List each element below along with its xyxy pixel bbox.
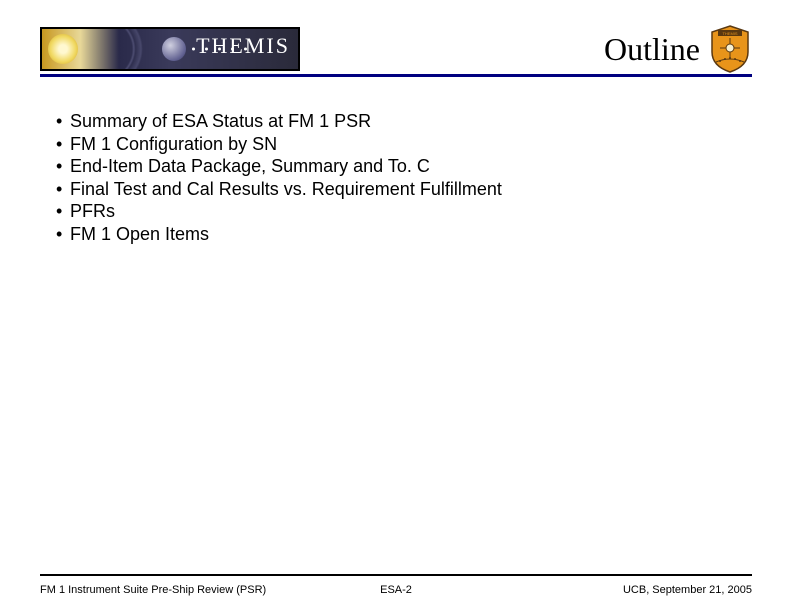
list-item: FM 1 Configuration by SN xyxy=(56,133,736,156)
list-item: Final Test and Cal Results vs. Requireme… xyxy=(56,178,736,201)
footer-center: ESA-2 xyxy=(380,584,412,596)
footer-left: FM 1 Instrument Suite Pre-Ship Review (P… xyxy=(40,584,266,596)
list-item: End-Item Data Package, Summary and To. C xyxy=(56,155,736,178)
list-item: Summary of ESA Status at FM 1 PSR xyxy=(56,110,736,133)
footer: FM 1 Instrument Suite Pre-Ship Review (P… xyxy=(40,584,752,596)
header: THEMIS Outline THEMIS xyxy=(40,24,752,74)
header-divider xyxy=(40,74,752,77)
svg-text:THEMIS: THEMIS xyxy=(722,31,737,36)
themis-logo: THEMIS xyxy=(40,27,300,71)
earth-icon xyxy=(162,37,186,61)
mission-badge-icon: THEMIS xyxy=(708,24,752,74)
content: Summary of ESA Status at FM 1 PSR FM 1 C… xyxy=(56,110,736,245)
footer-divider xyxy=(40,574,752,576)
list-item: PFRs xyxy=(56,200,736,223)
title-block: Outline THEMIS xyxy=(604,24,752,74)
page-title: Outline xyxy=(604,31,700,68)
list-item: FM 1 Open Items xyxy=(56,223,736,246)
bullet-list: Summary of ESA Status at FM 1 PSR FM 1 C… xyxy=(56,110,736,245)
slide: THEMIS Outline THEMIS xyxy=(0,0,792,612)
logo-text: THEMIS xyxy=(196,33,290,59)
footer-right: UCB, September 21, 2005 xyxy=(623,584,752,596)
